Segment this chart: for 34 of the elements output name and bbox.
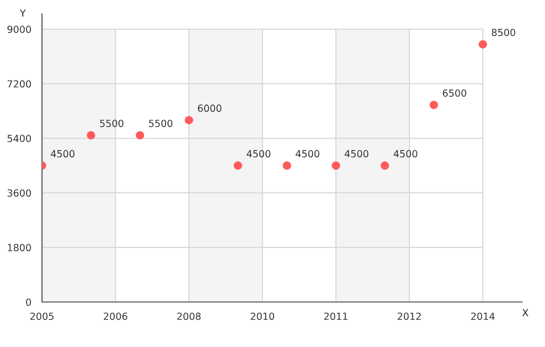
point xyxy=(282,161,292,170)
data-label: 6500 xyxy=(442,89,466,97)
point xyxy=(430,100,438,110)
point xyxy=(478,40,487,48)
point xyxy=(234,161,242,170)
y-tick-label: 0 xyxy=(26,298,31,306)
data-label: 4500 xyxy=(394,150,418,158)
x-tick-label: 2014 xyxy=(471,312,495,320)
point xyxy=(86,131,96,140)
x-tick-label: 2005 xyxy=(30,312,54,320)
data-label: 4500 xyxy=(296,150,320,158)
point xyxy=(136,131,144,140)
point xyxy=(380,161,390,170)
y-tick-label: 9000 xyxy=(7,26,31,33)
y-tick-label: 5400 xyxy=(8,134,31,142)
data-label: 6000 xyxy=(198,104,222,112)
data-label: 4500 xyxy=(246,150,270,158)
x-tick-label: 2011 xyxy=(324,312,348,320)
data-label: 5500 xyxy=(100,120,124,128)
data-label: 4500 xyxy=(50,150,74,158)
x-tick-label: 2010 xyxy=(250,312,274,320)
point xyxy=(184,116,194,124)
data-label: 8500 xyxy=(492,28,516,36)
x-tick-label: 2008 xyxy=(177,312,201,320)
x-tick-label: 2012 xyxy=(398,312,421,320)
y-axis-title: Y xyxy=(20,10,26,17)
y-tick-label: 3600 xyxy=(8,189,31,197)
y-tick-label: 1800 xyxy=(8,244,31,252)
point xyxy=(332,161,340,170)
y-tick-label: 7200 xyxy=(8,80,31,88)
data-label: 4500 xyxy=(344,150,368,158)
x-tick-label: 2006 xyxy=(104,312,128,320)
x-axis-title: X xyxy=(522,309,528,316)
data-label: 5500 xyxy=(149,120,172,128)
